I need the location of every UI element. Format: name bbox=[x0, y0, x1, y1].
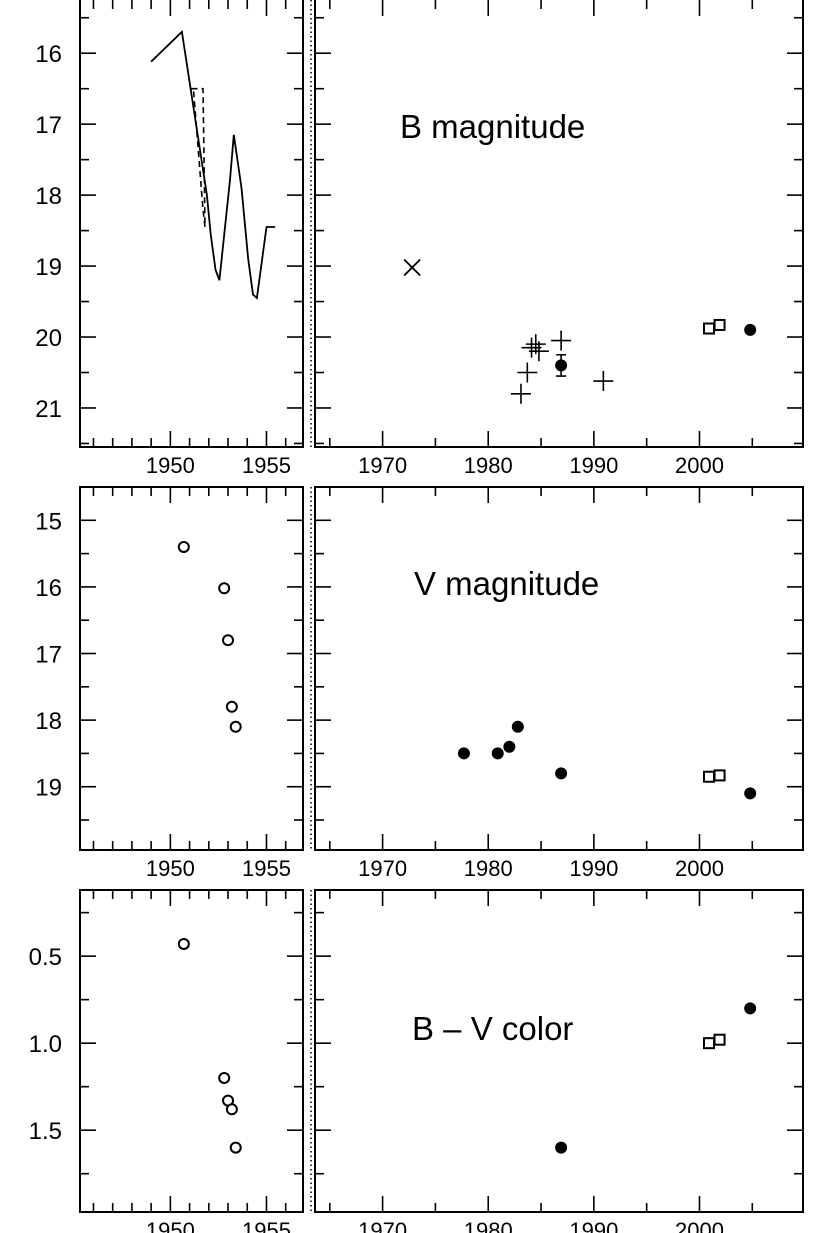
data-point-plus bbox=[528, 341, 549, 362]
xtick-label: 2000 bbox=[675, 1218, 724, 1233]
panel-title-b-magnitude: B magnitude bbox=[400, 108, 585, 145]
xtick-label: 1980 bbox=[464, 1218, 513, 1233]
data-point-plus bbox=[510, 383, 531, 404]
data-point-filled-circle bbox=[511, 720, 524, 733]
data-point-open-circle bbox=[177, 937, 190, 950]
xtick-label: 1950 bbox=[146, 453, 195, 478]
data-point-open-circle bbox=[225, 700, 238, 713]
data-point-filled-circle bbox=[491, 747, 504, 760]
xtick-label: 1990 bbox=[569, 453, 618, 478]
data-point-plus bbox=[551, 330, 572, 351]
panel-3: 0.5 1.0 1.5 1950 1955 1970 1980 1990 2000 bbox=[29, 889, 804, 1233]
xtick-label: 1970 bbox=[358, 453, 407, 478]
data-point-square bbox=[702, 1037, 715, 1050]
ytick-label: 1.0 bbox=[29, 1031, 62, 1058]
data-point-cross bbox=[403, 258, 421, 277]
ytick-label: 21 bbox=[35, 396, 62, 423]
data-point-filled-circle bbox=[503, 740, 516, 753]
data-point-open-circle bbox=[225, 1103, 238, 1116]
data-point-filled-circle bbox=[555, 1141, 568, 1154]
data-point-filled-circle bbox=[555, 767, 568, 780]
ytick-label: 18 bbox=[35, 708, 62, 735]
data-point-square bbox=[713, 769, 726, 782]
data-point-open-circle bbox=[222, 634, 235, 647]
ytick-label: 15 bbox=[35, 508, 62, 535]
xtick-label: 1970 bbox=[358, 1218, 407, 1233]
xtick-label: 1955 bbox=[242, 453, 291, 478]
ytick-label: 18 bbox=[35, 183, 62, 210]
panel-title-v-magnitude: V magnitude bbox=[414, 565, 599, 602]
xtick-label: 2000 bbox=[675, 453, 724, 478]
data-point-filled-circle bbox=[744, 787, 757, 800]
data-point-open-circle bbox=[177, 540, 190, 553]
ytick-label: 16 bbox=[35, 41, 62, 68]
data-point-square bbox=[702, 322, 715, 335]
panel-frame-left bbox=[79, 486, 304, 851]
data-point-square bbox=[713, 1033, 726, 1046]
data-point-filled-circle bbox=[457, 747, 470, 760]
data-point-filled-circle bbox=[744, 323, 757, 336]
panel-frame-right bbox=[314, 0, 804, 448]
xtick-label: 1950 bbox=[146, 856, 195, 881]
data-point-square bbox=[713, 318, 726, 331]
data-point-filled-circle bbox=[744, 1002, 757, 1015]
panel-frame-left bbox=[79, 0, 304, 448]
ytick-label: 1.5 bbox=[29, 1118, 62, 1145]
xtick-label: 1990 bbox=[569, 856, 618, 881]
data-point-square bbox=[702, 770, 715, 783]
panel-2: 15 16 17 18 19 1950 1955 1970 1980 1990 2000 bbox=[35, 486, 804, 881]
xtick-label: 1980 bbox=[464, 856, 513, 881]
panel-frame-left bbox=[79, 889, 304, 1213]
data-point-plus bbox=[517, 362, 538, 383]
xtick-label: 1980 bbox=[464, 453, 513, 478]
ytick-label: 19 bbox=[35, 254, 62, 281]
ytick-label: 0.5 bbox=[29, 944, 62, 971]
ytick-label: 19 bbox=[35, 775, 62, 802]
ytick-label: 20 bbox=[35, 325, 62, 352]
panels: 16 17 18 19 20 21 1950 1955 1970 1980 1990 2000 15 16… bbox=[29, 0, 804, 1233]
panel-frame-right bbox=[314, 486, 804, 851]
ytick-label: 17 bbox=[35, 112, 62, 139]
xtick-label: 1990 bbox=[569, 1218, 618, 1233]
ytick-label: 17 bbox=[35, 642, 62, 669]
panel-title-b-v-color: B – V color bbox=[412, 1010, 573, 1047]
panel-1: 16 17 18 19 20 21 1950 1955 1970 1980 1990 2000 bbox=[35, 0, 804, 478]
panel-frame-right bbox=[314, 889, 804, 1213]
light-curve-solid bbox=[150, 30, 276, 300]
data-point-open-circle bbox=[218, 1071, 231, 1084]
xtick-label: 2000 bbox=[675, 856, 724, 881]
xtick-label: 1955 bbox=[242, 856, 291, 881]
data-point-open-circle bbox=[229, 1141, 242, 1154]
xtick-label: 1970 bbox=[358, 856, 407, 881]
data-point-filled-circle bbox=[555, 359, 568, 372]
data-point-open-circle bbox=[229, 720, 242, 733]
data-point-plus bbox=[593, 371, 614, 392]
xtick-label: 1955 bbox=[242, 1218, 291, 1233]
data-point-open-circle bbox=[218, 582, 231, 595]
ytick-label: 16 bbox=[35, 575, 62, 602]
xtick-label: 1950 bbox=[146, 1218, 195, 1233]
